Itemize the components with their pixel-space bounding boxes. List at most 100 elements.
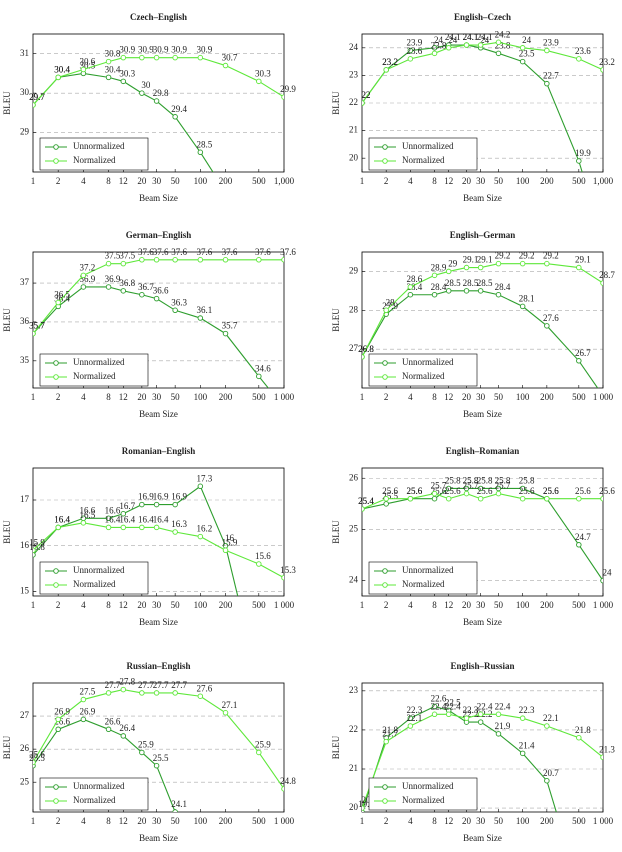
y-tick-label: 15 bbox=[20, 585, 30, 595]
value-label: 26.6 bbox=[54, 716, 70, 726]
legend-label: Unnormalized bbox=[73, 141, 125, 151]
point bbox=[477, 288, 484, 294]
series-line bbox=[362, 41, 603, 104]
point bbox=[477, 719, 484, 725]
value-label: 16.4 bbox=[54, 514, 70, 524]
x-tick-label: 1,000 bbox=[593, 176, 614, 186]
point bbox=[576, 542, 582, 548]
point bbox=[495, 50, 502, 57]
legend: Unnormalized Normalized bbox=[39, 137, 149, 171]
legend-marker bbox=[53, 360, 59, 366]
value-label: 25.6 bbox=[575, 486, 591, 496]
value-label: 21.9 bbox=[495, 721, 511, 731]
point bbox=[431, 45, 438, 51]
point bbox=[477, 711, 484, 718]
point bbox=[576, 495, 582, 502]
legend: Unnormalized Normalized bbox=[368, 353, 478, 387]
point bbox=[445, 495, 452, 502]
x-axis-label: Beam Size bbox=[463, 617, 502, 627]
point bbox=[120, 510, 127, 517]
x-tick-label: 200 bbox=[219, 392, 233, 402]
plot-frame bbox=[32, 467, 285, 597]
value-label: 30.8 bbox=[105, 49, 121, 59]
point bbox=[80, 66, 87, 73]
value-label: 29 bbox=[448, 258, 458, 268]
value-label: 16.4 bbox=[119, 514, 135, 524]
series-line bbox=[33, 689, 284, 790]
point bbox=[120, 524, 127, 531]
value-label: 30.9 bbox=[119, 45, 135, 55]
point bbox=[281, 786, 284, 792]
x-axis-label: Beam Size bbox=[463, 193, 502, 203]
x-tick-label: 100 bbox=[194, 816, 208, 826]
point bbox=[139, 690, 145, 696]
x-tick-label: 2 bbox=[384, 176, 389, 186]
point bbox=[172, 529, 178, 535]
chart-title: German–English bbox=[126, 230, 192, 240]
legend-label: Normalized bbox=[402, 371, 445, 381]
point bbox=[256, 257, 262, 263]
legend-box bbox=[39, 137, 149, 171]
series-line bbox=[33, 718, 176, 812]
legend: Unnormalized Normalized bbox=[39, 353, 149, 387]
y-tick-label: 30 bbox=[20, 87, 30, 97]
value-label: 21.3 bbox=[599, 744, 615, 754]
value-label: 27.6 bbox=[196, 683, 212, 693]
x-tick-label: 100 bbox=[194, 600, 208, 610]
point bbox=[407, 56, 414, 62]
legend-box bbox=[368, 561, 478, 595]
point bbox=[153, 524, 160, 531]
x-tick-label: 4 bbox=[81, 392, 86, 402]
value-label: 24.1 bbox=[171, 799, 187, 809]
value-label: 16.4 bbox=[105, 514, 121, 524]
point bbox=[197, 315, 204, 321]
value-label: 37.2 bbox=[79, 262, 95, 272]
value-label: 24 bbox=[522, 35, 532, 45]
point bbox=[33, 547, 36, 554]
value-label: 30.4 bbox=[54, 64, 70, 74]
point bbox=[139, 749, 145, 756]
value-label: 16.3 bbox=[171, 519, 187, 529]
point bbox=[256, 373, 262, 380]
value-label: 29.2 bbox=[519, 251, 535, 261]
value-label: 26.4 bbox=[119, 723, 135, 733]
x-tick-label: 1 000 bbox=[593, 816, 614, 826]
y-tick-label: 29 bbox=[349, 265, 359, 275]
point bbox=[445, 288, 452, 294]
x-tick-label: 500 bbox=[572, 816, 586, 826]
point bbox=[172, 54, 178, 61]
point bbox=[407, 715, 414, 721]
x-tick-label: 1 000 bbox=[593, 392, 614, 402]
point bbox=[495, 260, 502, 267]
value-label: 29.2 bbox=[495, 251, 511, 261]
point bbox=[463, 715, 470, 721]
legend-label: Unnormalized bbox=[402, 357, 454, 367]
point bbox=[519, 715, 526, 721]
value-label: 28.4 bbox=[495, 282, 511, 292]
point bbox=[463, 264, 470, 271]
point bbox=[33, 552, 36, 558]
value-label: 36.8 bbox=[119, 278, 135, 288]
point bbox=[495, 39, 502, 46]
x-tick-label: 30 bbox=[152, 392, 162, 402]
value-label: 26.9 bbox=[54, 706, 70, 716]
point bbox=[153, 501, 160, 508]
value-label: 30.9 bbox=[153, 45, 169, 55]
point bbox=[120, 733, 127, 739]
point bbox=[153, 690, 160, 696]
value-label: 28.9 bbox=[431, 262, 447, 272]
value-label: 25.9 bbox=[138, 740, 154, 750]
value-label: 35.7 bbox=[29, 321, 45, 331]
x-tick-label: 50 bbox=[171, 816, 181, 826]
value-label: 23.2 bbox=[382, 57, 398, 67]
point bbox=[431, 490, 438, 497]
value-label: 28.5 bbox=[196, 139, 212, 149]
point bbox=[120, 260, 127, 267]
value-label: 25.5 bbox=[153, 753, 169, 763]
y-tick-label: 25 bbox=[349, 524, 359, 534]
x-tick-label: 500 bbox=[572, 176, 586, 186]
value-label: 23.2 bbox=[599, 57, 615, 67]
legend-marker bbox=[53, 158, 59, 164]
